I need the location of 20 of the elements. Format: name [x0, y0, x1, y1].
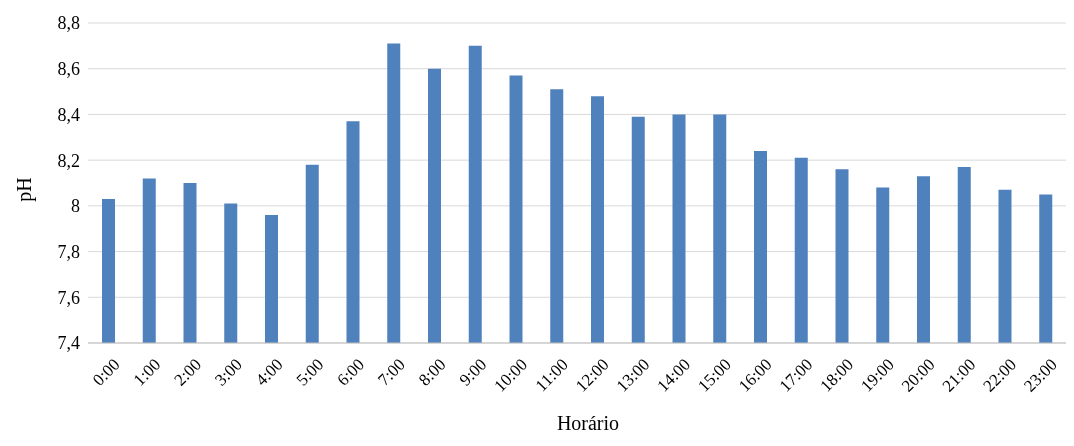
- y-tick-label: 8,2: [57, 150, 80, 171]
- y-tick-label: 8,4: [57, 104, 80, 125]
- x-tick-label: 0:00: [88, 354, 124, 390]
- y-axis-title: pH: [12, 177, 36, 202]
- x-tick-label: 5:00: [292, 354, 328, 390]
- y-tick-label: 8,8: [57, 13, 80, 34]
- x-tick-label: 4:00: [251, 354, 287, 390]
- x-tick-label: 1:00: [129, 354, 165, 390]
- x-tick-label: 9:00: [455, 354, 491, 390]
- x-tick-label: 2:00: [170, 354, 206, 390]
- y-tick-label: 7,4: [57, 333, 80, 354]
- x-tick-label: 7:00: [374, 354, 409, 390]
- y-tick-label: 7,8: [57, 241, 80, 262]
- y-tick-label: 8,6: [57, 59, 80, 80]
- y-tick-label: 7,6: [57, 287, 80, 308]
- x-tick-label: 6:00: [333, 354, 369, 390]
- x-axis-title: Horário: [555, 412, 621, 435]
- y-tick-label: 8: [71, 196, 80, 217]
- x-tick-label: 3:00: [211, 354, 246, 390]
- x-tick-label: 8:00: [414, 354, 450, 390]
